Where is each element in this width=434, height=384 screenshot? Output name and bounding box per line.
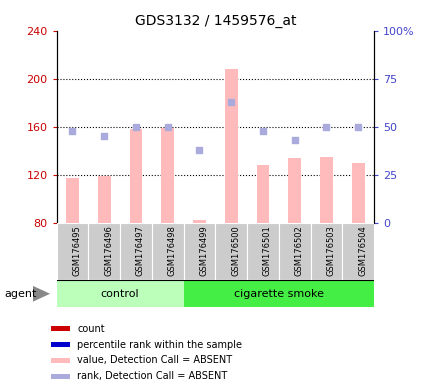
Point — [101, 133, 108, 139]
Text: cigarette smoke: cigarette smoke — [233, 289, 323, 299]
Bar — [224, 69, 237, 223]
Text: GSM176496: GSM176496 — [104, 225, 113, 276]
Point — [132, 124, 139, 130]
Bar — [161, 128, 174, 223]
Bar — [51, 358, 69, 363]
Bar — [129, 129, 142, 223]
Point — [227, 99, 234, 105]
Bar — [56, 280, 183, 307]
Bar — [351, 163, 364, 223]
Bar — [278, 223, 310, 280]
Point — [196, 147, 203, 153]
Bar — [51, 374, 69, 379]
Bar — [319, 157, 332, 223]
Text: value, Detection Call = ABSENT: value, Detection Call = ABSENT — [77, 356, 232, 366]
Bar — [215, 223, 247, 280]
Text: GSM176499: GSM176499 — [199, 225, 208, 276]
Text: GSM176500: GSM176500 — [231, 225, 240, 276]
Bar — [342, 223, 373, 280]
Bar — [88, 223, 120, 280]
Text: GSM176503: GSM176503 — [326, 225, 335, 276]
Point — [354, 124, 361, 130]
Point — [322, 124, 329, 130]
Text: GSM176502: GSM176502 — [294, 225, 303, 276]
Bar — [98, 176, 110, 223]
Text: rank, Detection Call = ABSENT: rank, Detection Call = ABSENT — [77, 371, 227, 381]
Bar — [66, 178, 79, 223]
Bar — [193, 220, 205, 223]
Bar — [183, 280, 373, 307]
Text: GSM176495: GSM176495 — [72, 225, 81, 276]
Text: control: control — [101, 289, 139, 299]
Text: GSM176501: GSM176501 — [262, 225, 271, 276]
Bar — [151, 223, 183, 280]
Text: GSM176497: GSM176497 — [136, 225, 145, 276]
Bar — [183, 223, 215, 280]
Bar — [51, 326, 69, 331]
Polygon shape — [33, 286, 50, 302]
Bar — [56, 223, 88, 280]
Text: GSM176498: GSM176498 — [168, 225, 176, 276]
Bar — [288, 158, 300, 223]
Text: count: count — [77, 324, 105, 334]
Text: GSM176504: GSM176504 — [358, 225, 366, 276]
Point — [164, 124, 171, 130]
Title: GDS3132 / 1459576_at: GDS3132 / 1459576_at — [134, 14, 296, 28]
Bar — [51, 342, 69, 348]
Point — [259, 127, 266, 134]
Bar — [256, 165, 269, 223]
Point — [69, 127, 76, 134]
Bar — [310, 223, 342, 280]
Bar — [120, 223, 151, 280]
Bar — [247, 223, 278, 280]
Text: agent: agent — [4, 289, 36, 299]
Text: percentile rank within the sample: percentile rank within the sample — [77, 339, 242, 349]
Point — [291, 137, 298, 143]
